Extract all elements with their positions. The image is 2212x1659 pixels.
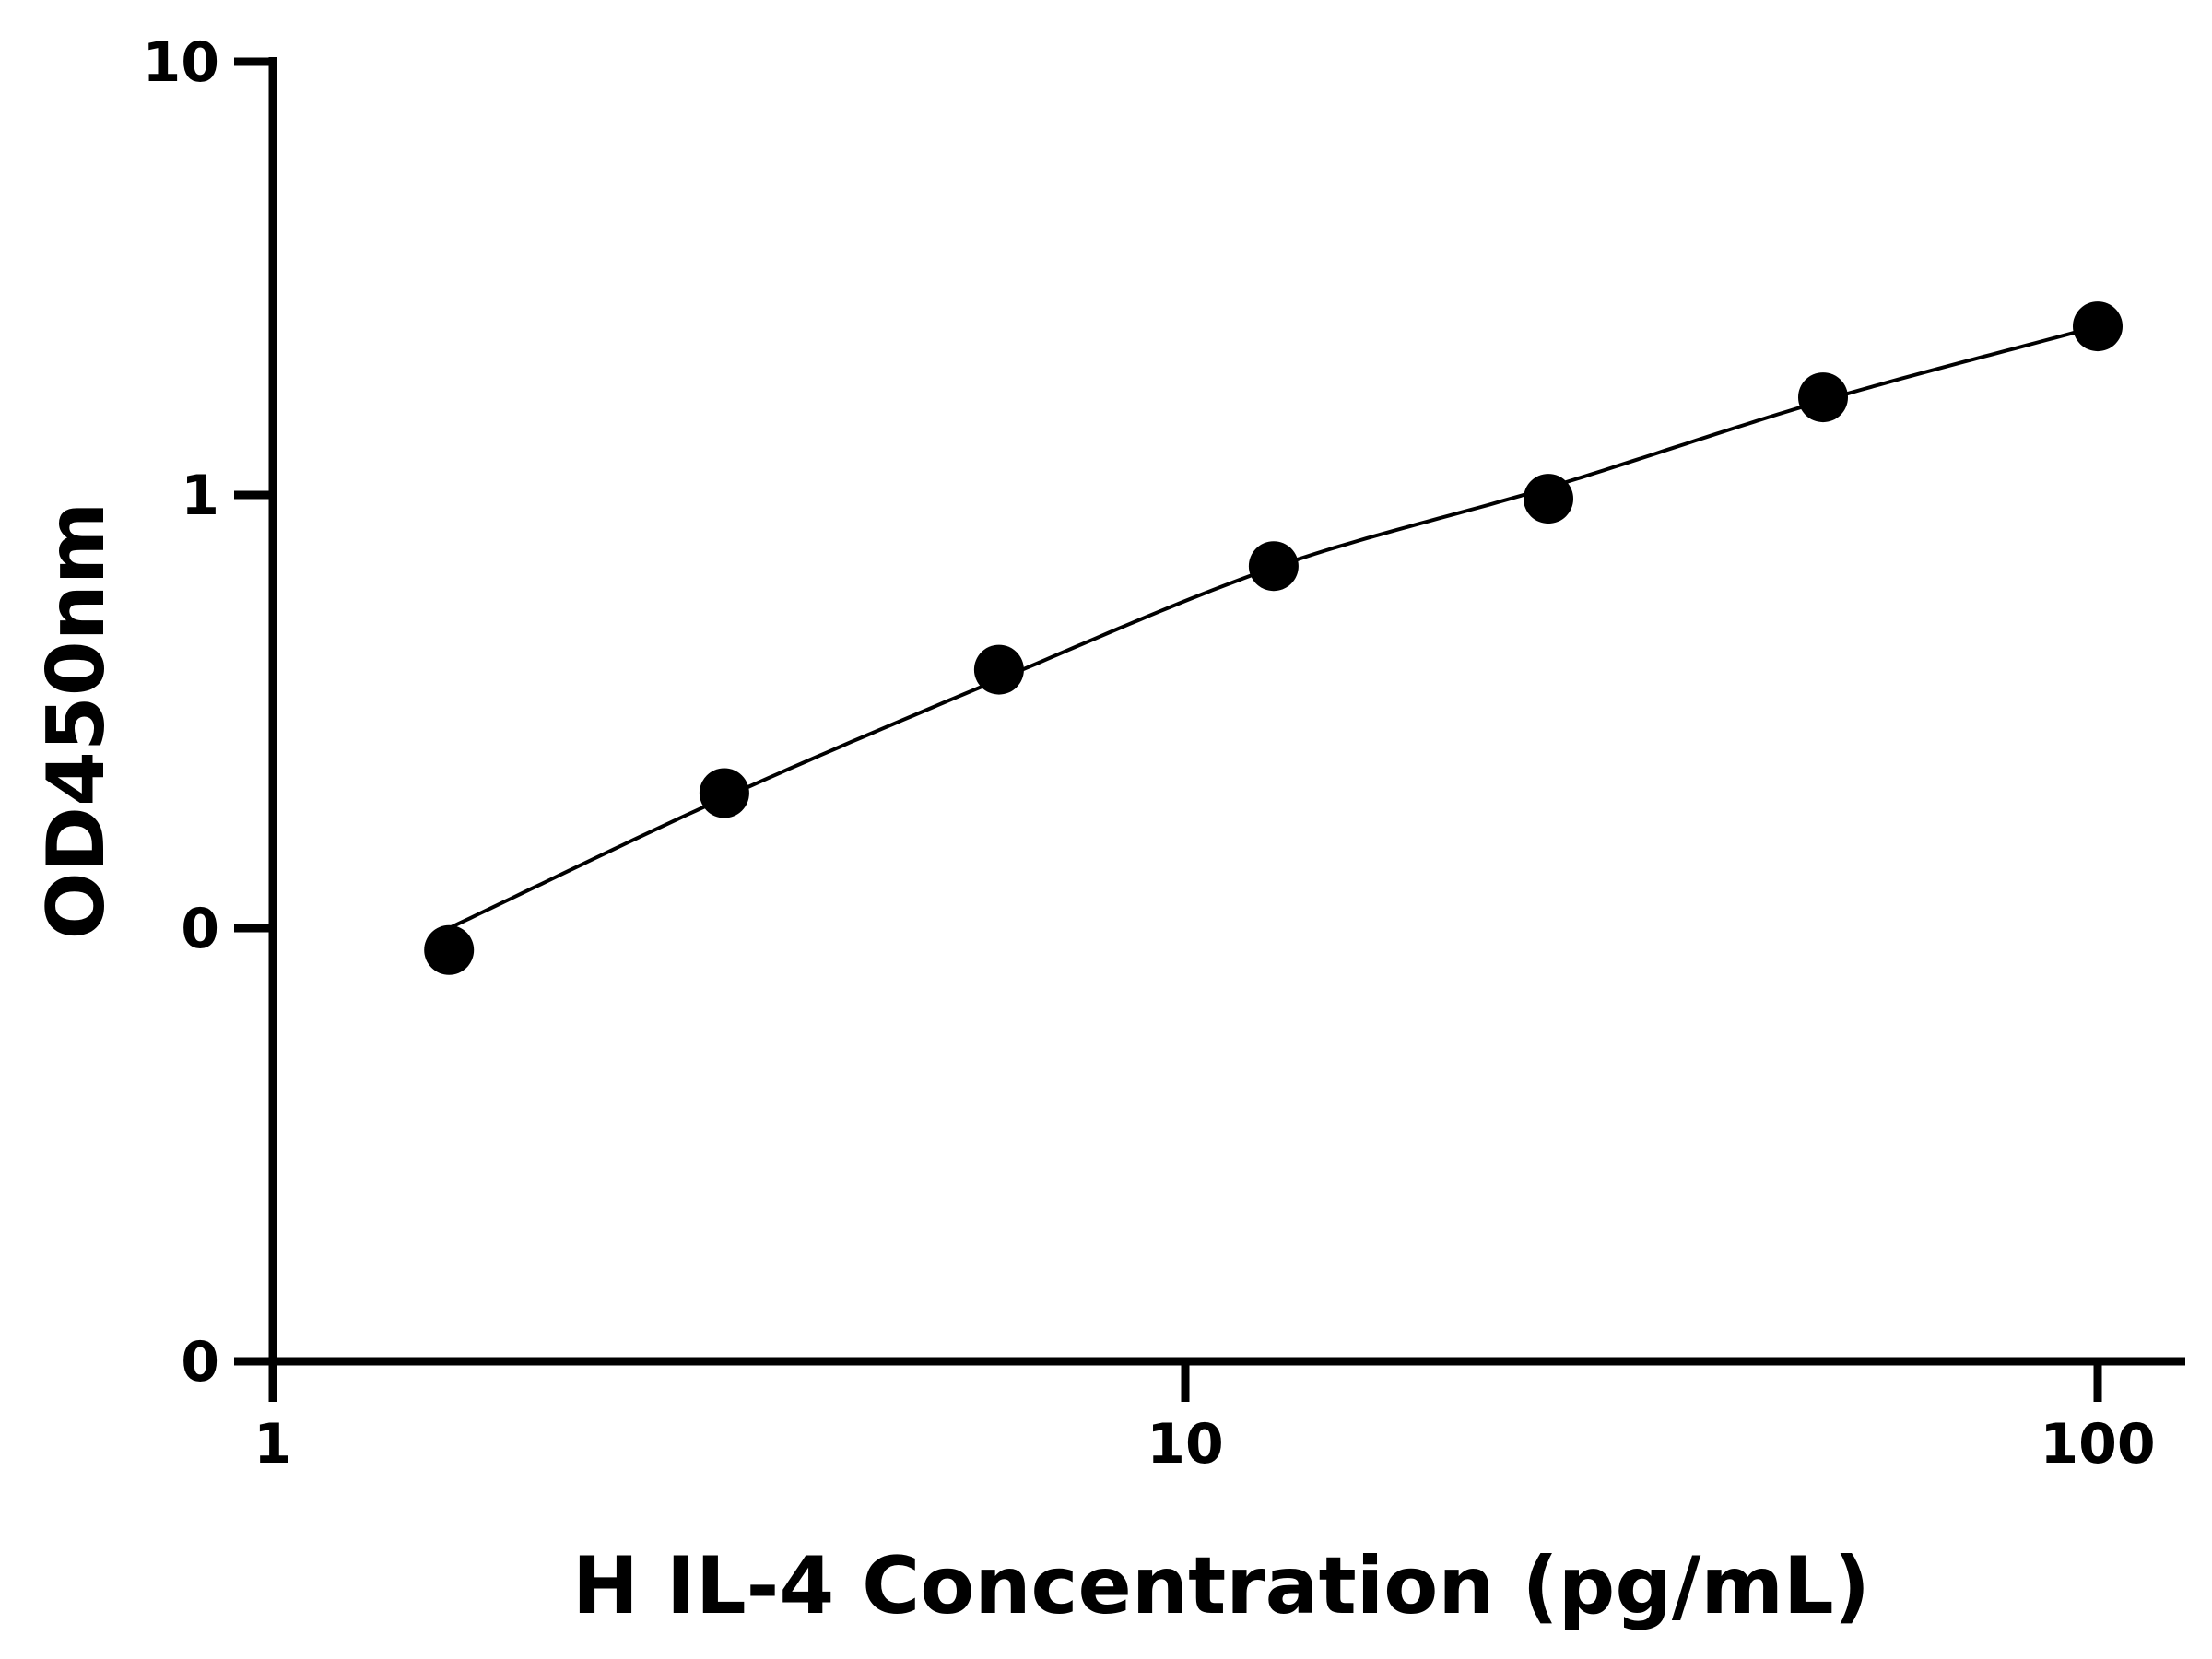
data-point (699, 768, 749, 818)
x-tick-label: 1 (253, 1412, 292, 1477)
data-point (1524, 474, 1573, 524)
y-tick-label: 0 (181, 897, 219, 961)
fit-curve (448, 324, 2099, 930)
fit-curve-layer (448, 324, 2099, 930)
data-points-layer (424, 301, 2123, 975)
x-ticks-layer: 1 10 100 (253, 1361, 2156, 1477)
y-ticks-layer: 0 0 1 10 (143, 30, 273, 1394)
data-point (1798, 372, 1848, 423)
y-tick-label: 0 (181, 1330, 219, 1394)
data-point (1248, 541, 1299, 592)
data-point (973, 644, 1024, 695)
y-tick-label: 10 (143, 30, 220, 95)
y-axis-title: OD450nm (30, 502, 123, 940)
x-axis-title: H IL-4 Concentration (pg/mL) (572, 1540, 1870, 1632)
y-tick-label: 1 (181, 464, 219, 528)
data-point (424, 924, 475, 975)
x-tick-label: 100 (2040, 1412, 2155, 1477)
data-point (2073, 301, 2123, 352)
axes-layer (268, 57, 2185, 1366)
x-tick-label: 10 (1147, 1412, 1224, 1477)
